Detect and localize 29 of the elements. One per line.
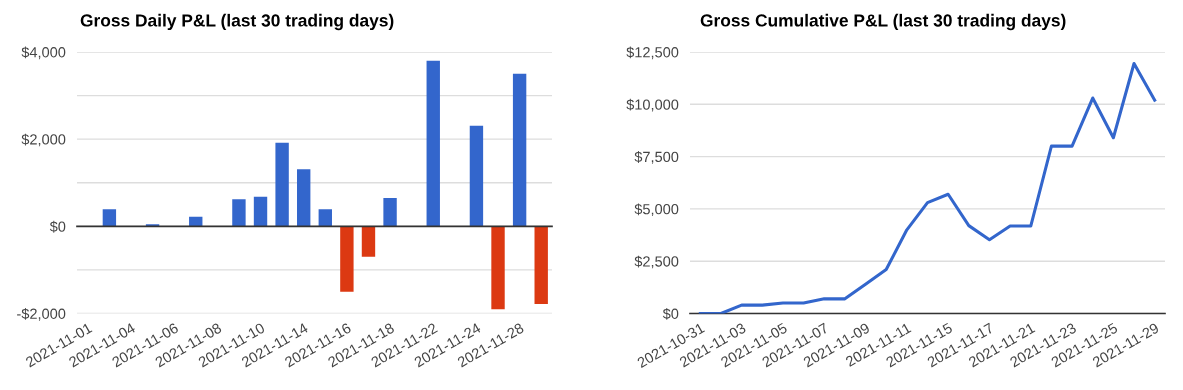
- bar: [253, 196, 268, 227]
- y-tick-label: $0: [662, 307, 679, 320]
- bar: [102, 209, 117, 227]
- y-tick-label: $4,000: [21, 46, 66, 60]
- bar: [426, 60, 440, 227]
- y-tick-label: $7,500: [634, 151, 679, 164]
- y-tick-label: $12,500: [626, 46, 679, 60]
- line-series: [698, 61, 1157, 314]
- y-tick-label: $2,000: [21, 133, 66, 147]
- bar: [469, 125, 484, 227]
- bar: [145, 224, 160, 227]
- bar: [275, 142, 289, 227]
- bar: [383, 198, 397, 227]
- chart-title: Gross Daily P&L (last 30 trading days): [80, 13, 394, 31]
- y-tick-label: $2,500: [634, 255, 679, 269]
- y-tick-label: $5,000: [634, 203, 679, 217]
- bar: [189, 216, 203, 227]
- bar: [232, 199, 246, 227]
- bar: [340, 226, 354, 292]
- y-tick-label: -$2,000: [17, 307, 66, 321]
- y-tick-label: $10,000: [626, 98, 679, 112]
- bar: [318, 209, 332, 227]
- bar: [491, 226, 505, 310]
- bar: [297, 169, 311, 227]
- bar: [512, 73, 527, 227]
- y-tick-label: $0: [49, 220, 66, 233]
- chart-title: Gross Cumulative P&L (last 30 trading days): [700, 13, 1066, 31]
- bar: [534, 226, 548, 304]
- bar: [361, 226, 376, 257]
